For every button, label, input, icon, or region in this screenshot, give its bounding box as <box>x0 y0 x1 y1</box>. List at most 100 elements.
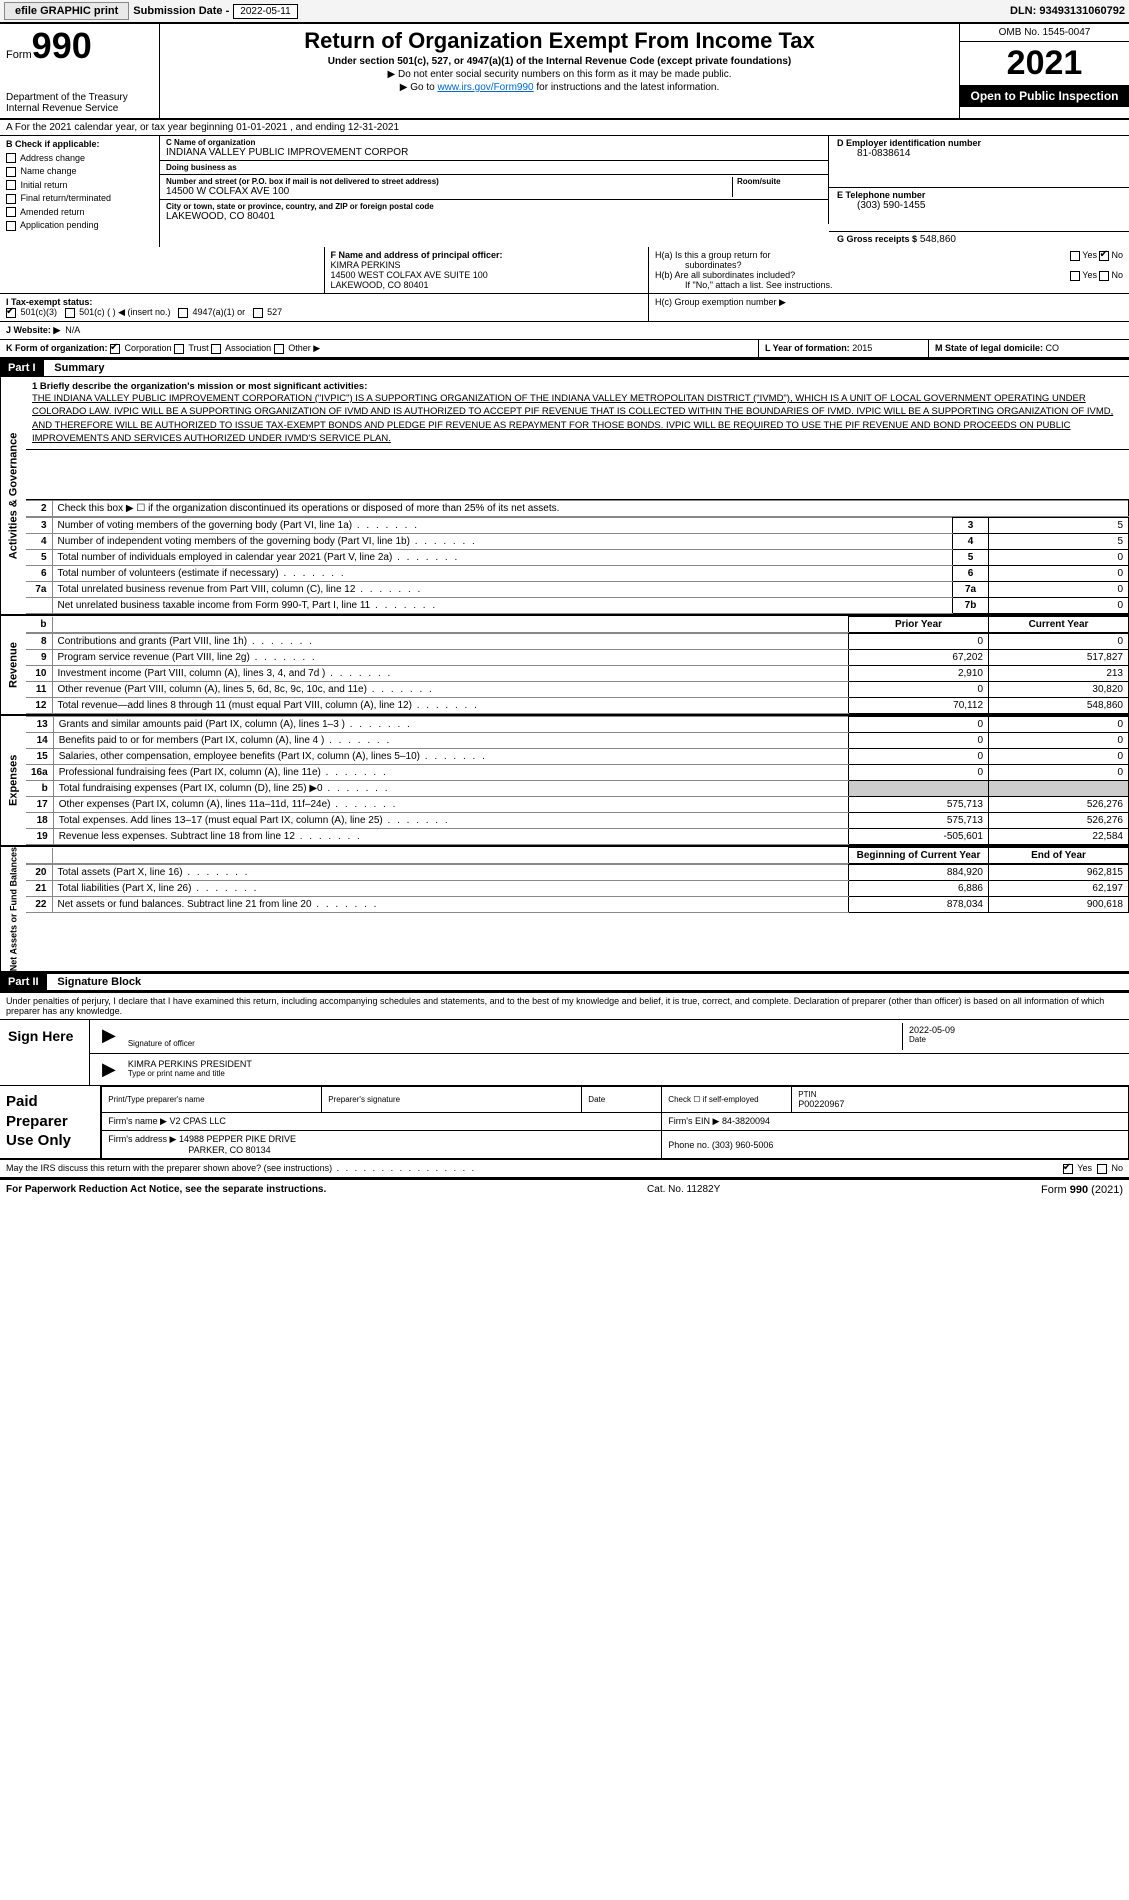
omb-number: OMB No. 1545-0047 <box>960 24 1129 42</box>
chk-527[interactable] <box>253 308 263 318</box>
page-footer: For Paperwork Reduction Act Notice, see … <box>0 1179 1129 1200</box>
paid-preparer-label: Paid Preparer Use Only <box>0 1086 101 1158</box>
sig-date: 2022-05-09 <box>909 1025 1117 1035</box>
col-end: End of Year <box>989 848 1129 864</box>
irs-link[interactable]: www.irs.gov/Form990 <box>437 82 533 93</box>
chk-name-change[interactable] <box>6 167 16 177</box>
open-public-badge: Open to Public Inspection <box>960 85 1129 107</box>
side-expenses: Expenses <box>0 716 26 845</box>
chk-initial-return[interactable] <box>6 180 16 190</box>
year-formation: 2015 <box>852 343 872 353</box>
table-row: 11Other revenue (Part VIII, column (A), … <box>26 682 1129 698</box>
table-row: 14Benefits paid to or for members (Part … <box>26 733 1129 749</box>
table-row: 6Total number of volunteers (estimate if… <box>26 566 1129 582</box>
chk-4947[interactable] <box>178 308 188 318</box>
tax-year: 2021 <box>960 42 1129 85</box>
table-row: 22Net assets or fund balances. Subtract … <box>26 897 1129 913</box>
ptin: P00220967 <box>798 1099 1122 1109</box>
firm-phone: (303) 960-5006 <box>712 1140 774 1150</box>
col-current-year: Current Year <box>989 617 1129 633</box>
form-subtitle-1: Under section 501(c), 527, or 4947(a)(1)… <box>168 56 951 67</box>
side-revenue: Revenue <box>0 616 26 714</box>
chk-assoc[interactable] <box>211 344 221 354</box>
state-domicile: CO <box>1046 343 1060 353</box>
line-1-mission: 1 Briefly describe the organization's mi… <box>26 377 1129 450</box>
col-prior-year: Prior Year <box>849 617 989 633</box>
side-activities: Activities & Governance <box>0 377 26 614</box>
submission-label: Submission Date - <box>133 5 229 17</box>
part-ii-header: Part II Signature Block <box>0 973 1129 991</box>
chk-501c3[interactable] <box>6 308 16 318</box>
officer-addr1: 14500 WEST COLFAX AVE SUITE 100 <box>331 270 643 280</box>
form-subtitle-3: ▶ Go to www.irs.gov/Form990 for instruct… <box>168 82 951 93</box>
table-row: 10Investment income (Part VIII, column (… <box>26 666 1129 682</box>
chk-hb-yes[interactable] <box>1070 271 1080 281</box>
website: N/A <box>65 325 80 335</box>
chk-ha-yes[interactable] <box>1070 251 1080 261</box>
section-b: B Check if applicable: Address change Na… <box>0 136 160 247</box>
officer-addr2: LAKEWOOD, CO 80401 <box>331 280 643 290</box>
line-2: Check this box ▶ ☐ if the organization d… <box>52 501 1129 517</box>
city-state-zip: LAKEWOOD, CO 80401 <box>166 211 822 222</box>
dept-treasury: Department of the Treasury <box>6 92 153 103</box>
irs-label: Internal Revenue Service <box>6 103 153 114</box>
table-row: bTotal fundraising expenses (Part IX, co… <box>26 781 1129 797</box>
chk-other[interactable] <box>274 344 284 354</box>
firm-name: V2 CPAS LLC <box>169 1116 225 1126</box>
table-row: 19Revenue less expenses. Subtract line 1… <box>26 829 1129 845</box>
table-row: 5Total number of individuals employed in… <box>26 550 1129 566</box>
table-row: 20Total assets (Part X, line 16)884,9209… <box>26 865 1129 881</box>
table-row: 7aTotal unrelated business revenue from … <box>26 582 1129 598</box>
chk-amended-return[interactable] <box>6 207 16 217</box>
gross-receipts: 548,860 <box>920 234 956 245</box>
table-row: 16aProfessional fundraising fees (Part I… <box>26 765 1129 781</box>
table-row: 13Grants and similar amounts paid (Part … <box>26 717 1129 733</box>
table-row: 21Total liabilities (Part X, line 26)6,8… <box>26 881 1129 897</box>
efile-print-button[interactable]: efile GRAPHIC print <box>4 2 129 20</box>
telephone: (303) 590-1455 <box>837 200 1121 211</box>
chk-address-change[interactable] <box>6 153 16 163</box>
ein: 81-0838614 <box>837 148 1121 159</box>
table-row: 4Number of independent voting members of… <box>26 534 1129 550</box>
line-a-taxyear: A For the 2021 calendar year, or tax yea… <box>0 120 1129 136</box>
form-number: 990 <box>32 25 92 66</box>
form-header: Form990 Department of the Treasury Inter… <box>0 24 1129 120</box>
arrow-icon: ▶ <box>96 1023 122 1050</box>
section-f-h: F Name and address of principal officer:… <box>0 247 1129 294</box>
col-beginning: Beginning of Current Year <box>849 848 989 864</box>
dln: DLN: 93493131060792 <box>1010 5 1125 17</box>
officer-name: KIMRA PERKINS <box>331 260 643 270</box>
org-name: INDIANA VALLEY PUBLIC IMPROVEMENT CORPOR <box>166 147 822 158</box>
side-netassets: Net Assets or Fund Balances <box>0 847 26 971</box>
form-subtitle-2: ▶ Do not enter social security numbers o… <box>168 69 951 80</box>
chk-hb-no[interactable] <box>1099 271 1109 281</box>
sign-here-label: Sign Here <box>0 1020 90 1085</box>
table-row: 17Other expenses (Part IX, column (A), l… <box>26 797 1129 813</box>
submission-date: 2022-05-11 <box>233 4 297 19</box>
group-exemption: H(c) Group exemption number ▶ <box>655 297 1123 308</box>
chk-corp[interactable] <box>110 344 120 354</box>
firm-addr: 14988 PEPPER PIKE DRIVE <box>179 1134 296 1144</box>
section-c: C Name of organization INDIANA VALLEY PU… <box>160 136 829 247</box>
table-row: 12Total revenue—add lines 8 through 11 (… <box>26 698 1129 714</box>
street-address: 14500 W COLFAX AVE 100 <box>166 186 732 197</box>
chk-discuss-no[interactable] <box>1097 1164 1107 1174</box>
table-row: 15Salaries, other compensation, employee… <box>26 749 1129 765</box>
table-row: 9Program service revenue (Part VIII, lin… <box>26 650 1129 666</box>
chk-501c[interactable] <box>65 308 75 318</box>
table-row: 3Number of voting members of the governi… <box>26 518 1129 534</box>
form-label: Form <box>6 49 32 61</box>
officer-sig-name: KIMRA PERKINS PRESIDENT <box>128 1059 1117 1069</box>
table-row: Net unrelated business taxable income fr… <box>26 598 1129 614</box>
table-row: 18Total expenses. Add lines 13–17 (must … <box>26 813 1129 829</box>
chk-discuss-yes[interactable] <box>1063 1164 1073 1174</box>
table-row: 8Contributions and grants (Part VIII, li… <box>26 634 1129 650</box>
chk-ha-no[interactable] <box>1099 251 1109 261</box>
penalties-statement: Under penalties of perjury, I declare th… <box>0 993 1129 1020</box>
top-strip: efile GRAPHIC print Submission Date - 20… <box>0 0 1129 24</box>
discuss-question: May the IRS discuss this return with the… <box>6 1163 476 1173</box>
chk-final-return[interactable] <box>6 194 16 204</box>
part-i-header: Part I Summary <box>0 359 1129 377</box>
chk-trust[interactable] <box>174 344 184 354</box>
chk-application-pending[interactable] <box>6 221 16 231</box>
